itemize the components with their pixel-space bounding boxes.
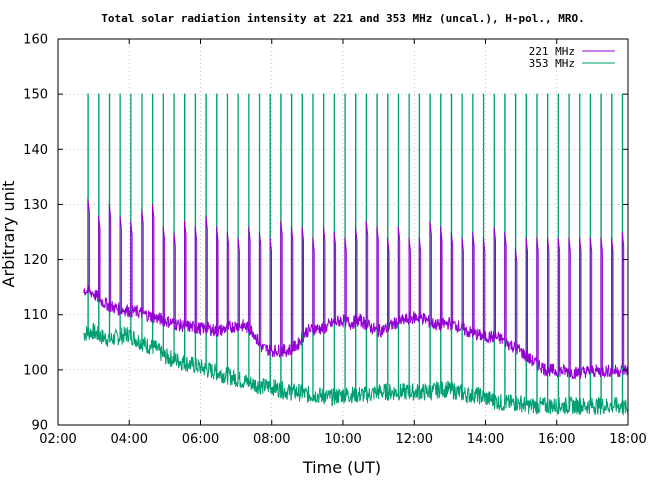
y-tick-label: 90 [31,419,48,434]
y-tick-label: 110 [23,308,48,323]
series-layer [83,93,629,416]
x-tick-label: 08:00 [253,432,290,447]
y-tick-label: 100 [23,363,48,378]
x-tick-label: 14:00 [467,432,504,447]
y-tick-label: 140 [23,143,48,158]
y-tick-label: 160 [23,33,48,48]
ticks: 02:00 04:00 06:00 08:00 10:00 12:00 14:00 16:00… [23,33,647,448]
legend-label-221: 221 MHz [529,45,575,58]
x-tick-label: 02:00 [39,432,76,447]
grid [58,39,628,425]
y-tick-label: 120 [23,253,48,268]
x-tick-label: 06:00 [182,432,219,447]
x-tick-label: 10:00 [324,432,361,447]
x-tick-label: 12:00 [396,432,433,447]
y-axis-label: Arbitrary unit [0,181,18,288]
x-tick-label: 16:00 [538,432,575,447]
series-line-221 [83,198,629,380]
x-tick-label: 04:00 [111,432,148,447]
legend-label-353: 353 MHz [529,57,575,70]
legend: 221 MHz 353 MHz [529,45,615,70]
chart-title: Total solar radiation intensity at 221 a… [101,12,584,25]
x-tick-label: 18:00 [609,432,646,447]
y-tick-label: 130 [23,198,48,213]
y-tick-label: 150 [23,88,48,103]
x-axis-label: Time (UT) [302,458,381,477]
